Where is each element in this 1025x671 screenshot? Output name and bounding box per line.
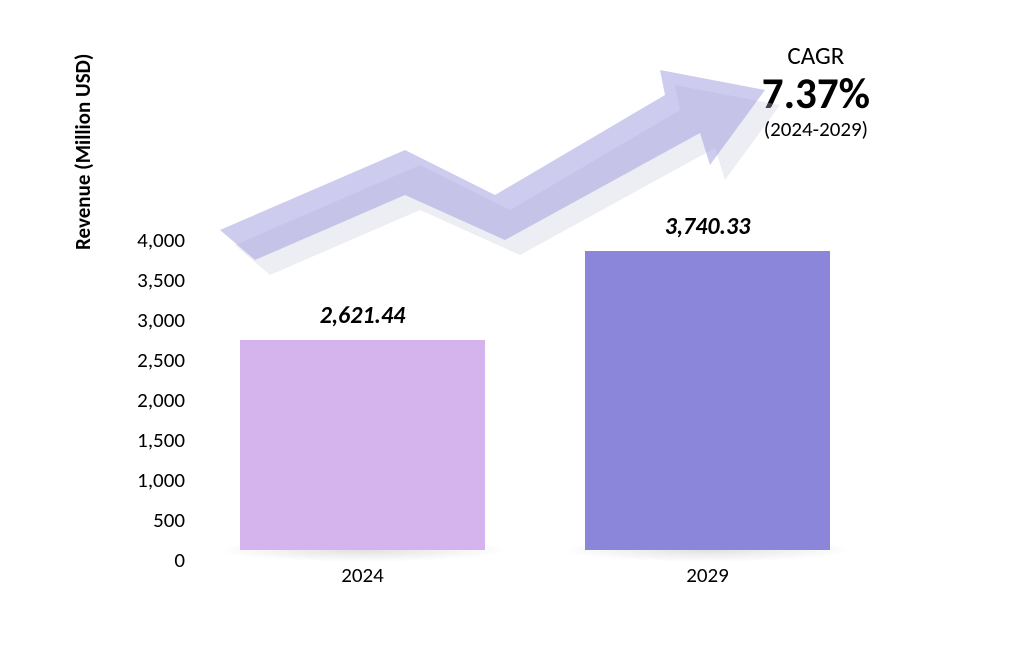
y-tick-label: 1,500 <box>105 430 185 450</box>
y-tick-label: 3,000 <box>105 310 185 330</box>
plot-area: 05001,0001,5002,0002,5003,0003,5004,000 … <box>190 230 890 550</box>
y-tick-label: 2,000 <box>105 390 185 410</box>
x-tick-label: 2024 <box>240 562 485 588</box>
y-tick-label: 0 <box>105 550 185 570</box>
bar-value-label: 2,621.44 <box>220 301 505 330</box>
y-axis-label: Revenue (Million USD) <box>70 54 96 250</box>
y-tick-label: 500 <box>105 510 185 530</box>
x-tick-label: 2029 <box>585 562 830 588</box>
y-axis-ticks: 05001,0001,5002,0002,5003,0003,5004,000 <box>105 220 185 560</box>
bar-value-label: 3,740.33 <box>565 212 850 241</box>
y-tick-label: 3,500 <box>105 270 185 290</box>
y-tick-label: 4,000 <box>105 230 185 250</box>
bar <box>240 340 485 550</box>
bars-layer: 2,621.4420243,740.332029 <box>190 230 890 550</box>
bar <box>585 251 830 550</box>
revenue-chart: CAGR 7.37% (2024-2029) Revenue (Million … <box>100 40 920 630</box>
y-tick-label: 1,000 <box>105 470 185 490</box>
y-tick-label: 2,500 <box>105 350 185 370</box>
